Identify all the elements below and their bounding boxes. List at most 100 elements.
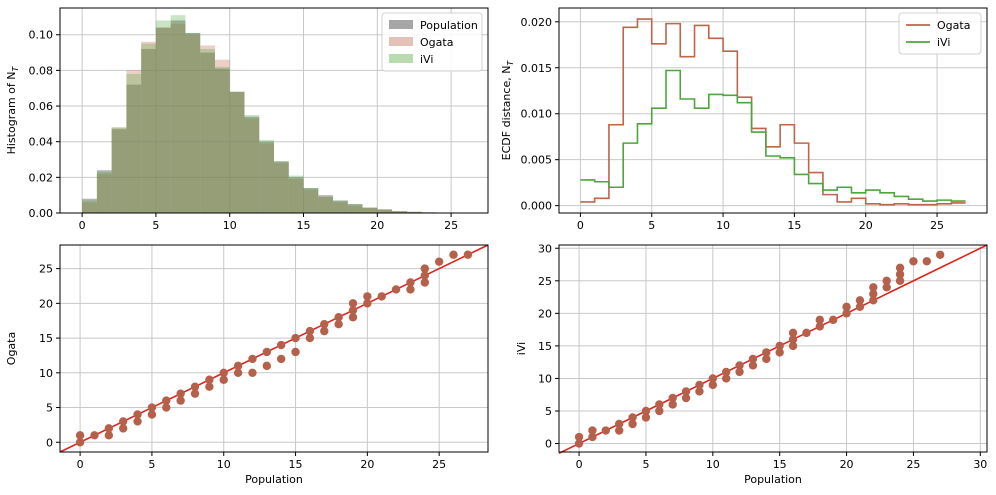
x-tick-label: 10 <box>217 458 231 471</box>
hist-bar-ivi <box>318 196 334 213</box>
qq-point <box>721 367 731 377</box>
qq-point <box>291 347 300 357</box>
qq-point <box>133 410 142 419</box>
y-tick-label: 0.005 <box>521 154 553 167</box>
qq-point <box>614 426 624 435</box>
qq-point <box>449 250 458 259</box>
x-tick-label: 15 <box>289 458 303 471</box>
legend: Ogata iVi <box>898 12 982 55</box>
x-tick-label: 25 <box>930 219 944 232</box>
qq-point <box>735 367 744 377</box>
qq-point <box>104 424 114 433</box>
y-tick-label: 0 <box>545 438 552 451</box>
hist-bar-ogata <box>170 24 186 214</box>
x-tick-label: 25 <box>432 458 446 471</box>
hist-bar-ogata <box>244 118 260 213</box>
y-tick-label: 0.04 <box>29 136 54 149</box>
hist-bar-population <box>155 27 171 213</box>
qq-point <box>762 348 771 357</box>
qq-point <box>205 375 214 384</box>
y-tick-label: 0.02 <box>29 171 54 184</box>
hist-bar-ivi <box>214 66 230 214</box>
qq-point <box>869 296 878 305</box>
identity-line <box>558 244 988 455</box>
qq-point <box>406 285 415 294</box>
qq-point <box>748 354 758 364</box>
qq-point <box>614 419 624 429</box>
qq-point <box>147 403 157 412</box>
hist-bar-ogata <box>347 205 363 213</box>
hist-bar-population <box>126 84 142 213</box>
x-tick-label: 25 <box>906 458 920 471</box>
qq-point <box>815 315 825 325</box>
hist-bar-ogata <box>200 45 215 213</box>
qq-point <box>305 333 315 343</box>
y-tick-label: 0.010 <box>521 108 553 121</box>
qq-point <box>104 431 114 440</box>
qq-point <box>219 368 228 378</box>
x-tick-label: 25 <box>444 219 458 232</box>
qq-point <box>219 375 228 384</box>
y-tick-label: 25 <box>39 263 53 276</box>
ecdf-panel: 0 5 10 15 20 25 0.000 0.005 0.010 0.015 0.020 ECDF … <box>500 7 988 232</box>
y-axis-label-text: Histogram of N <box>5 72 18 155</box>
qq-point <box>922 257 932 266</box>
hist-bar-ivi <box>126 73 142 214</box>
ivi-qq-panel: 0 5 10 15 20 25 30 0 5 10 15 20 25 30 Population iVi <box>515 242 988 486</box>
x-tick-label: 10 <box>223 219 237 232</box>
hist-bar-population <box>377 209 393 213</box>
y-tick-label: 20 <box>39 297 53 310</box>
qq-point <box>320 326 329 336</box>
qq-point <box>334 319 343 329</box>
qq-point <box>262 347 272 357</box>
hist-bar-population <box>200 52 215 213</box>
qq-point <box>588 432 597 442</box>
x-tick-label: 0 <box>77 458 84 471</box>
hist-bar-ivi <box>274 161 289 213</box>
hist-bar-ogata <box>126 70 142 214</box>
qq-point <box>434 257 444 266</box>
hist-bar-ogata <box>377 209 393 213</box>
qq-point <box>695 387 704 396</box>
qq-point <box>869 283 878 292</box>
histogram-panel: 0 5 10 15 20 25 0.00 0.02 0.04 0.06 0.08 0.10 Histog… <box>5 7 489 232</box>
qq-point <box>391 285 401 294</box>
hist-bar-population <box>214 68 230 213</box>
x-tick-label: 5 <box>148 458 155 471</box>
qq-point <box>748 361 758 370</box>
qq-point <box>233 368 243 378</box>
qq-point <box>205 382 214 391</box>
qq-point <box>463 250 473 259</box>
qq-point <box>788 341 798 351</box>
hist-bar-ogata <box>303 189 319 213</box>
hist-bar-ivi <box>347 204 363 213</box>
axes-frame <box>558 7 988 214</box>
qq-point <box>233 361 243 371</box>
x-tick-label: 15 <box>773 458 787 471</box>
hist-bar-ivi <box>377 209 393 213</box>
hist-bar-ogata <box>288 179 304 213</box>
qq-point <box>775 341 784 351</box>
qq-point <box>363 292 372 301</box>
qq-point <box>75 438 85 447</box>
x-tick-label: 5 <box>648 219 655 232</box>
qq-point <box>628 419 637 429</box>
qq-point <box>641 413 651 422</box>
qq-point <box>118 417 128 426</box>
hist-bar-ogata <box>333 202 348 213</box>
hist-bar-ivi <box>82 200 97 213</box>
qq-point <box>420 278 430 287</box>
hist-bar-ogata <box>141 41 156 213</box>
qq-point <box>348 299 358 308</box>
qq-point <box>708 380 718 390</box>
hist-bar-population <box>274 161 289 213</box>
legend-label: Ogata <box>937 19 970 32</box>
hist-bar-ogata <box>155 27 171 213</box>
qq-point <box>708 374 718 383</box>
qq-point <box>882 283 891 292</box>
qq-point <box>762 354 771 364</box>
y-tick-label: 0.06 <box>29 100 54 113</box>
y-axis-label-subscript: T <box>11 66 20 72</box>
y-axis-label: Ogata <box>5 332 18 365</box>
